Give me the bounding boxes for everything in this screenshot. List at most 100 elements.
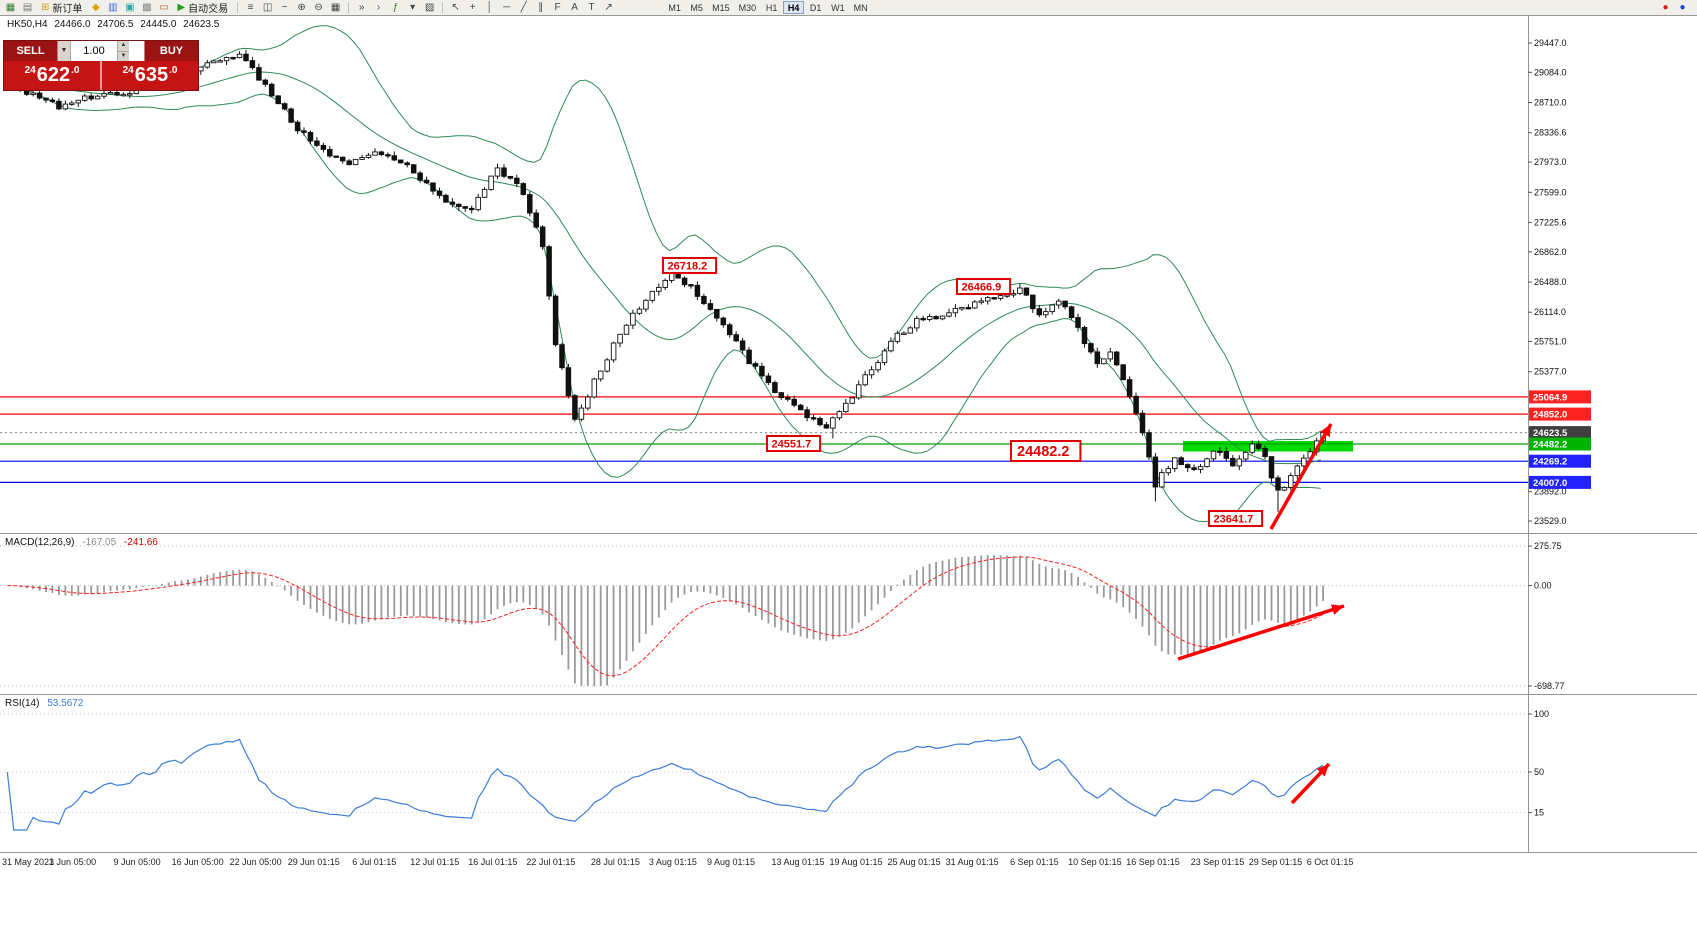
channel-icon[interactable]: ∥	[538, 2, 544, 13]
timeframe-w1-button[interactable]: W1	[831, 3, 845, 13]
cursor-icon[interactable]: ↖	[451, 2, 460, 13]
terminal-icon[interactable]: ▭	[159, 2, 169, 13]
candlestick-chart-icon[interactable]: ◫	[262, 2, 273, 13]
macd-signal-value: -241.66	[123, 537, 158, 548]
time-axis-label: 22 Jun 05:00	[229, 857, 282, 867]
auto-trading-button[interactable]: ▶ 自动交易	[173, 1, 232, 15]
macd-histogram	[12, 555, 1324, 686]
sell-price[interactable]: 24 622 .0	[4, 61, 100, 90]
depth-of-market-icon[interactable]: ●	[1679, 2, 1686, 13]
price-marker-24623.5: 24623.5	[1529, 426, 1591, 440]
timeframe-d1-button[interactable]: D1	[809, 3, 822, 13]
timeframe-h1-button[interactable]: H1	[765, 3, 778, 13]
timeframe-mn-button[interactable]: MN	[853, 3, 868, 13]
buy-button[interactable]: BUY	[144, 41, 198, 61]
horizontal-line-icon[interactable]: ─	[503, 2, 511, 13]
data-window-icon[interactable]: ▣	[125, 2, 135, 13]
main-chart-canvas[interactable]: 29447.0 29084.0 28710.0 28336.6 27973.0 27599…	[0, 16, 1697, 533]
svg-text:26488.0: 26488.0	[1534, 277, 1567, 287]
time-axis[interactable]: 31 May 2021 3 Jun 05:00 9 Jun 05:00 16 Jun …	[0, 852, 1697, 870]
volume-increase-icon[interactable]: ▲	[118, 41, 129, 52]
indicators-icon[interactable]: ƒ	[392, 2, 399, 13]
new-order-button[interactable]: ⊞ 新订单	[37, 1, 86, 15]
timeframe-h4-button[interactable]: H4	[783, 1, 805, 14]
tile-windows-icon[interactable]: ▦	[330, 2, 341, 13]
metaeditor-icon[interactable]: ◆	[92, 2, 100, 13]
auto-trading-button-icon: ▶	[177, 2, 186, 13]
time-axis-label: 16 Sep 01:15	[1126, 857, 1180, 867]
rsi-canvas[interactable]: 100 50 15	[0, 695, 1697, 853]
sell-button[interactable]: SELL	[4, 41, 58, 61]
time-axis-label: 16 Jun 05:00	[171, 857, 224, 867]
symbol-period-label: HK50,H4	[7, 19, 48, 30]
chart-shift-icon[interactable]: ›	[376, 2, 381, 13]
bar-chart-icon[interactable]: ≡	[247, 2, 254, 13]
svg-text:275.75: 275.75	[1534, 541, 1562, 551]
svg-text:26466.9: 26466.9	[962, 282, 1002, 294]
arrows-tool-icon[interactable]: ↗	[604, 2, 613, 13]
trendline-icon[interactable]: ╱	[520, 2, 527, 13]
price-annotation-26718.2[interactable]: 26718.2	[662, 257, 718, 274]
toolbar-separator	[442, 2, 444, 13]
text-icon[interactable]: A	[571, 2, 578, 13]
macd-canvas[interactable]: 275.75 0.00 -698.77	[0, 534, 1697, 695]
auto-scroll-icon[interactable]: »	[358, 2, 365, 13]
templates-icon[interactable]: ▨	[424, 2, 435, 13]
time-axis-label: 3 Jun 05:00	[49, 857, 97, 867]
price-marker-24007.0: 24007.0	[1529, 475, 1591, 489]
one-click-trading-icon[interactable]: ●	[1662, 2, 1669, 13]
svg-text:26718.2: 26718.2	[668, 261, 708, 273]
buy-price-prefix: 24	[122, 65, 134, 76]
timeframe-m1-button[interactable]: M1	[668, 3, 681, 13]
vertical-line-icon[interactable]: │	[486, 2, 493, 13]
rsi-value: 53.5672	[47, 698, 84, 709]
time-axis-label: 22 Jul 01:15	[526, 857, 576, 867]
market-watch-icon[interactable]: ▥	[108, 2, 118, 13]
svg-text:24551.7: 24551.7	[772, 439, 812, 451]
price-annotation-26466.9[interactable]: 26466.9	[956, 278, 1012, 295]
toolbar-right-icons: ● ●	[1658, 1, 1694, 14]
timeframe-m5-button[interactable]: M5	[690, 3, 703, 13]
svg-text:27225.6: 27225.6	[1534, 217, 1567, 227]
rsi-panel[interactable]: 100 50 15 RSI(14) 53.5672	[0, 694, 1697, 853]
navigator-icon[interactable]: ▩	[142, 2, 152, 13]
crosshair-icon[interactable]: +	[469, 2, 476, 13]
main-toolbar: ▦ ▤ ⊞ 新订单 ◆ ▥ ▣ ▩ ▭ ▶ 自动交易 ≡ ◫ ~ ⊕ ⊖ ▦ » › ƒ ▾ ▨ ↖ + │ ─ ╱ ∥ F A T ↗ M1 M…	[0, 0, 1697, 16]
trade-panel-prices: 24 622 .0 24 635 .0	[4, 61, 198, 90]
svg-text:23641.7: 23641.7	[1214, 514, 1254, 526]
price-annotation-23641.7[interactable]: 23641.7	[1208, 510, 1264, 527]
macd-panel[interactable]: 275.75 0.00 -698.77 MACD(12,26,9) -167.05 …	[0, 533, 1697, 695]
fibonacci-icon[interactable]: F	[554, 2, 561, 13]
volume-dropdown-arrow-icon[interactable]: ▼	[58, 41, 71, 61]
price-annotation-24551.7[interactable]: 24551.7	[766, 435, 822, 452]
trend-arrow[interactable]	[1177, 604, 1345, 661]
main-chart-panel[interactable]: 29447.0 29084.0 28710.0 28336.6 27973.0 27599…	[0, 16, 1697, 533]
time-axis-label: 13 Aug 01:15	[771, 857, 825, 867]
profiles-icon[interactable]: ▤	[22, 2, 33, 13]
svg-text:23529.0: 23529.0	[1534, 516, 1567, 526]
one-click-trading-panel: SELL ▼ ▲▼ BUY 24 622 .0 24 635 .0	[3, 40, 199, 91]
price-annotation-24482.2[interactable]: 24482.2	[1010, 440, 1082, 462]
zoom-in-icon[interactable]: ⊕	[297, 2, 306, 13]
volume-decrease-icon[interactable]: ▼	[118, 51, 129, 61]
svg-text:25064.9: 25064.9	[1533, 392, 1567, 403]
svg-text:27599.0: 27599.0	[1534, 187, 1567, 197]
trend-arrow[interactable]	[1269, 423, 1333, 530]
timeframe-m15-button[interactable]: M15	[712, 3, 730, 13]
support-zone-highlight[interactable]	[1183, 441, 1353, 452]
periods-icon[interactable]: ▾	[410, 2, 416, 13]
rsi-label: RSI(14) 53.5672	[5, 698, 88, 709]
svg-text:-698.77: -698.77	[1534, 681, 1565, 691]
text-label-icon[interactable]: T	[588, 2, 595, 13]
new-order-button-icon: ⊞	[41, 2, 50, 13]
zoom-out-icon[interactable]: ⊖	[314, 2, 323, 13]
trend-arrow[interactable]	[1290, 762, 1331, 805]
line-chart-icon[interactable]: ~	[281, 2, 288, 13]
svg-text:27973.0: 27973.0	[1534, 157, 1567, 167]
volume-input[interactable]	[71, 41, 117, 61]
time-axis-label: 6 Sep 01:15	[1010, 857, 1059, 867]
timeframe-m30-button[interactable]: M30	[738, 3, 757, 13]
buy-price[interactable]: 24 635 .0	[102, 61, 198, 90]
new-chart-icon[interactable]: ▦	[5, 2, 16, 13]
